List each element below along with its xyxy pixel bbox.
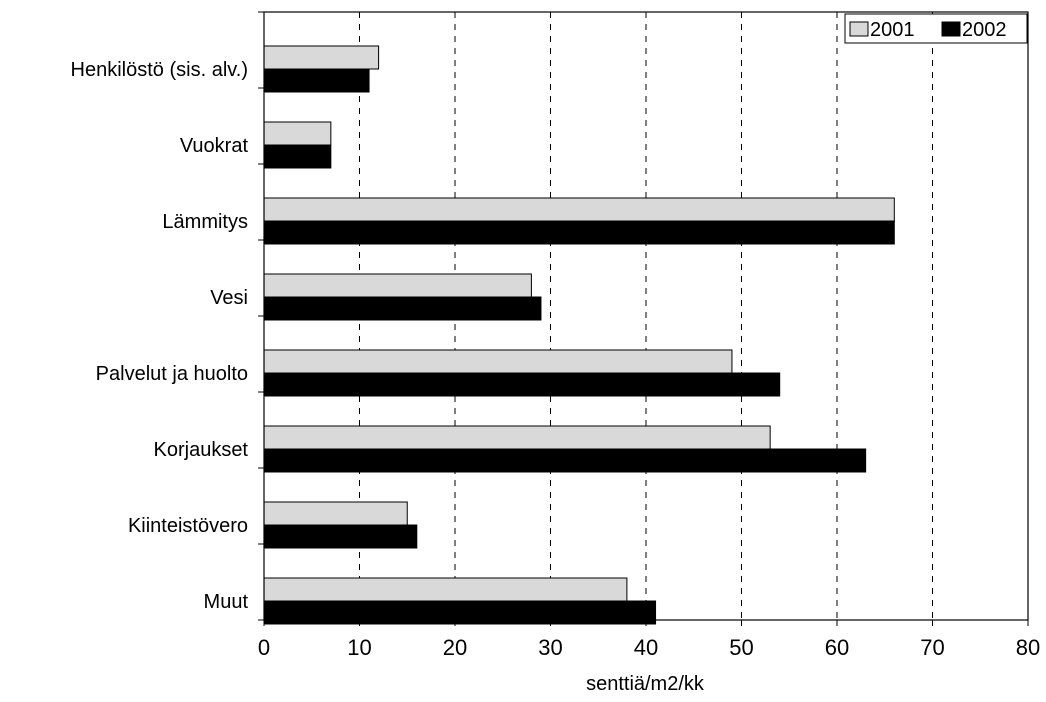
x-tick-label: 60 [825,635,849,660]
bar-2002-4 [263,372,781,397]
bar-2002-0 [263,68,370,93]
grid-lines [359,12,933,620]
x-tick-label: 30 [538,635,562,660]
bar-2001-3 [263,273,532,298]
bars [263,45,895,625]
bar-2002-3 [263,296,542,321]
bar-2002-5 [263,448,867,473]
x-tick-label: 0 [258,635,270,660]
bar-2001-5 [263,425,771,450]
x-tick-label: 20 [443,635,467,660]
bar-2001-1 [263,121,332,146]
category-label: Vesi [210,287,248,309]
category-label: Lämmitys [162,211,248,233]
legend-label: 2002 [962,19,1007,41]
x-axis-title: senttiä/m2/kk [586,673,705,695]
legend-swatch-2001 [849,21,869,37]
legend: 2001 2002 [844,13,1028,44]
x-tick-label: 10 [347,635,371,660]
bar-2002-2 [263,220,895,245]
legend-label: 2001 [870,19,915,41]
x-tick-label: 40 [634,635,658,660]
bar-2001-6 [263,501,408,526]
bar-2002-1 [263,144,332,169]
legend-box [844,13,1028,44]
category-label: Kiinteistövero [128,515,248,537]
axes [258,11,1029,626]
category-label: Korjaukset [154,439,249,461]
bar-2001-4 [263,349,733,374]
x-tick-label: 70 [920,635,944,660]
bar-2001-0 [263,45,380,70]
bar-2002-6 [263,524,418,549]
category-label: Vuokrat [180,135,249,157]
legend-swatch-2002 [941,21,961,37]
x-tick-label: 50 [729,635,753,660]
category-labels: Henkilöstö (sis. alv.) Vuokrat Lämmitys Ves… [71,59,249,613]
category-label: Henkilöstö (sis. alv.) [71,59,248,81]
bar-2001-2 [263,197,895,222]
category-label: Palvelut ja huolto [96,363,248,385]
x-tick-labels: 0 10 20 30 40 50 60 70 80 [258,635,1040,660]
bar-2001-7 [263,577,628,602]
category-label: Muut [204,591,249,613]
x-tick-label: 80 [1016,635,1040,660]
